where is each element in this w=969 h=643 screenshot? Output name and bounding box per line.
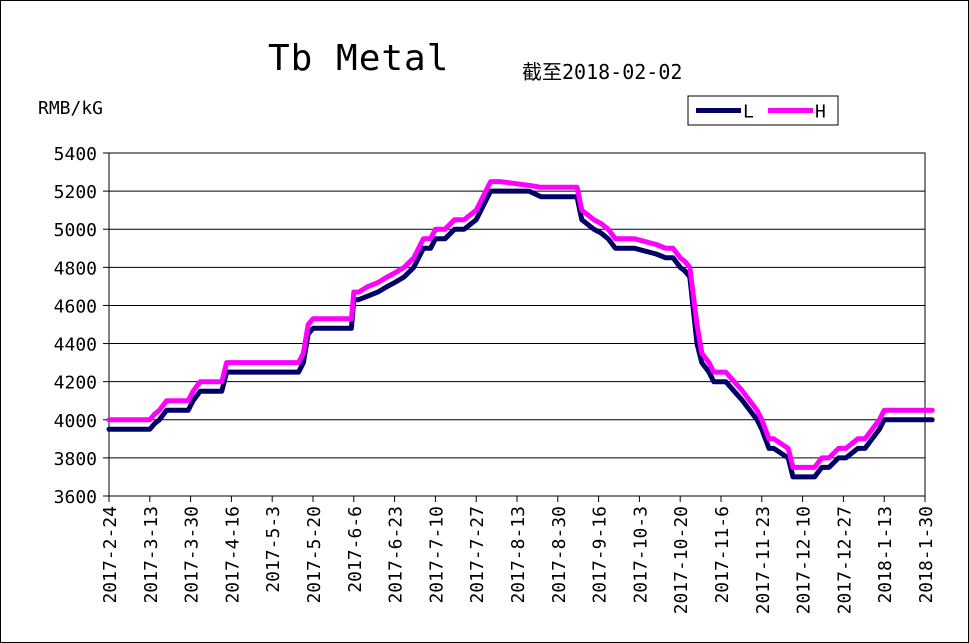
legend-label-H: H — [815, 102, 826, 123]
chart-title: Tb Metal — [268, 38, 450, 79]
x-tick-label: 2017-8-30 — [549, 506, 570, 604]
x-tick-label: 2018-1-30 — [916, 506, 937, 604]
chart-subtitle: 截至2018-02-02 — [522, 60, 683, 84]
plot-area — [108, 152, 926, 497]
y-tick-label: 5400 — [54, 144, 97, 165]
x-tick-label: 2017-12-27 — [834, 506, 855, 614]
x-tick-label: 2017-7-10 — [426, 506, 447, 604]
x-tick-label: 2018-1-13 — [875, 506, 896, 604]
x-tick-label: 2017-3-30 — [182, 506, 203, 604]
x-tick-label: 2017-8-13 — [508, 506, 529, 604]
x-tick-label: 2017-9-16 — [590, 506, 611, 604]
x-tick-label: 2017-10-20 — [671, 506, 692, 614]
series-lines — [106, 179, 935, 480]
x-tick-label: 2017-7-27 — [467, 506, 488, 604]
x-tick-label: 2017-4-16 — [222, 506, 243, 604]
y-axis-unit-label: RMB/kG — [38, 98, 104, 119]
x-tick-label: 2017-12-10 — [794, 506, 815, 614]
x-tick-label: 2017-5-3 — [263, 506, 284, 593]
y-tick-label: 4400 — [54, 335, 97, 356]
y-tick-label: 3600 — [54, 487, 97, 508]
y-tick-label: 5000 — [54, 220, 97, 241]
x-tick-label: 2017-3-13 — [141, 506, 162, 604]
x-tick-label: 2017-11-23 — [753, 506, 774, 614]
y-tick-label: 3800 — [54, 449, 97, 470]
y-tick-label: 4200 — [54, 373, 97, 394]
x-tick-label: 2017-6-6 — [345, 506, 366, 593]
x-tick-label: 2017-5-20 — [304, 506, 325, 604]
x-tick-label: 2017-10-3 — [630, 506, 651, 604]
x-tick-labels: 2017-2-24 2017-3-13 2017-3-30 2017-4-16 2017… — [100, 506, 937, 614]
x-tick-label: 2017-11-6 — [712, 506, 733, 604]
y-tick-label: 4000 — [54, 411, 97, 432]
y-tick-label: 4600 — [54, 296, 97, 317]
y-tick-label: 4800 — [54, 258, 97, 279]
gridlines — [109, 152, 925, 459]
axes — [103, 152, 926, 502]
legend-label-L: L — [743, 102, 754, 123]
x-tick-label: 2017-6-23 — [386, 506, 407, 604]
series-line-L — [106, 188, 935, 480]
y-tick-label: 5200 — [54, 182, 97, 203]
y-tick-labels: 3600 3800 4000 4200 4400 4600 4800 5000 5200 5400 — [54, 144, 97, 508]
x-tick-label: 2017-2-24 — [100, 506, 121, 604]
series-line-H — [106, 179, 935, 470]
